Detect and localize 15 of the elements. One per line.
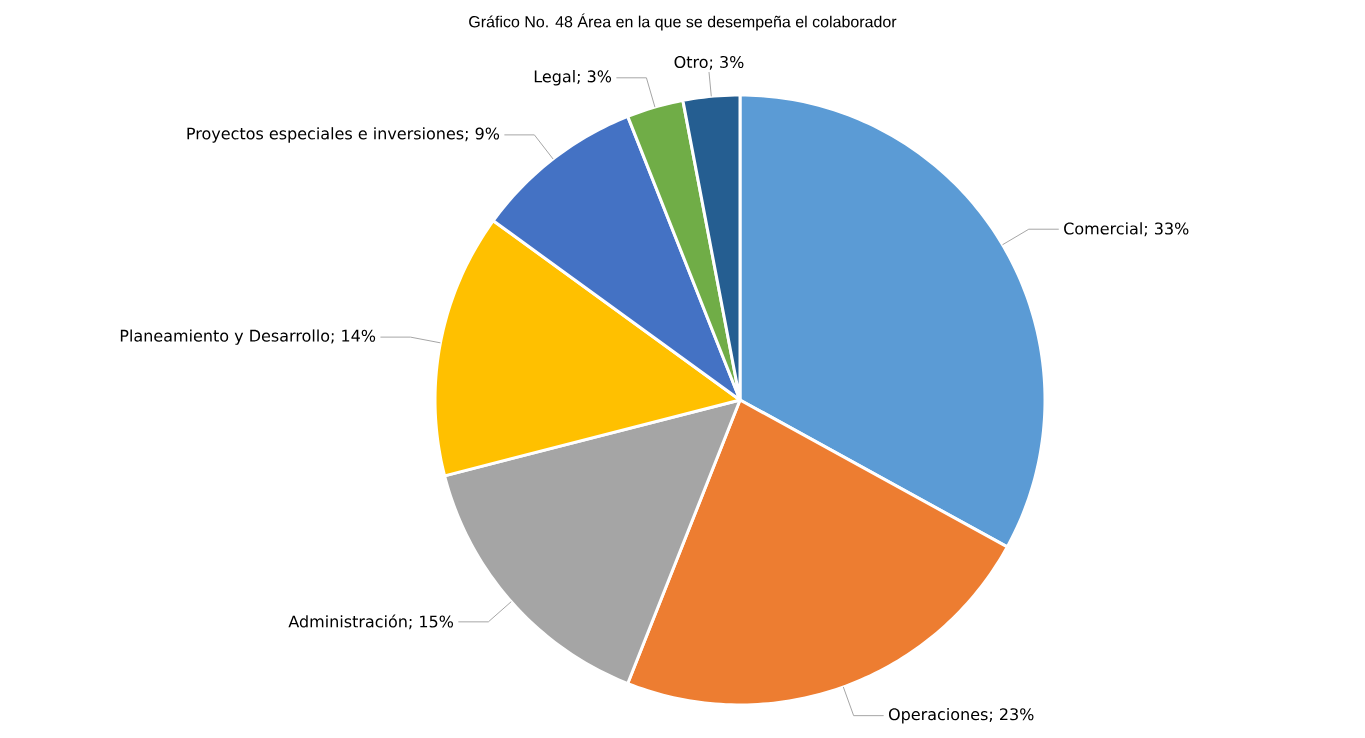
data-label: ; 15% — [409, 615, 454, 630]
slice-label: Planeamiento y Desarrollo — [120, 329, 330, 345]
data-label: ; 23% — [989, 708, 1034, 722]
chart-title: Gráfico No. 48 Área en la que se desempeña el colaborador — [469, 13, 897, 31]
slice-label: Legal — [534, 70, 575, 86]
data-label: ; 3% — [577, 70, 612, 85]
data-label: ; 3% — [709, 55, 744, 70]
slice-label: Otro — [674, 55, 708, 69]
data-label: ; 9% — [465, 127, 500, 142]
slice-label: Operaciones — [888, 707, 988, 724]
data-label: ; 33% — [1144, 222, 1189, 237]
data-label: ; 14% — [331, 329, 376, 344]
slice-label: Comercial — [1064, 222, 1142, 235]
slice-label: Proyectos especiales e inversiones — [187, 127, 464, 143]
slice-label: Administración — [288, 614, 407, 628]
